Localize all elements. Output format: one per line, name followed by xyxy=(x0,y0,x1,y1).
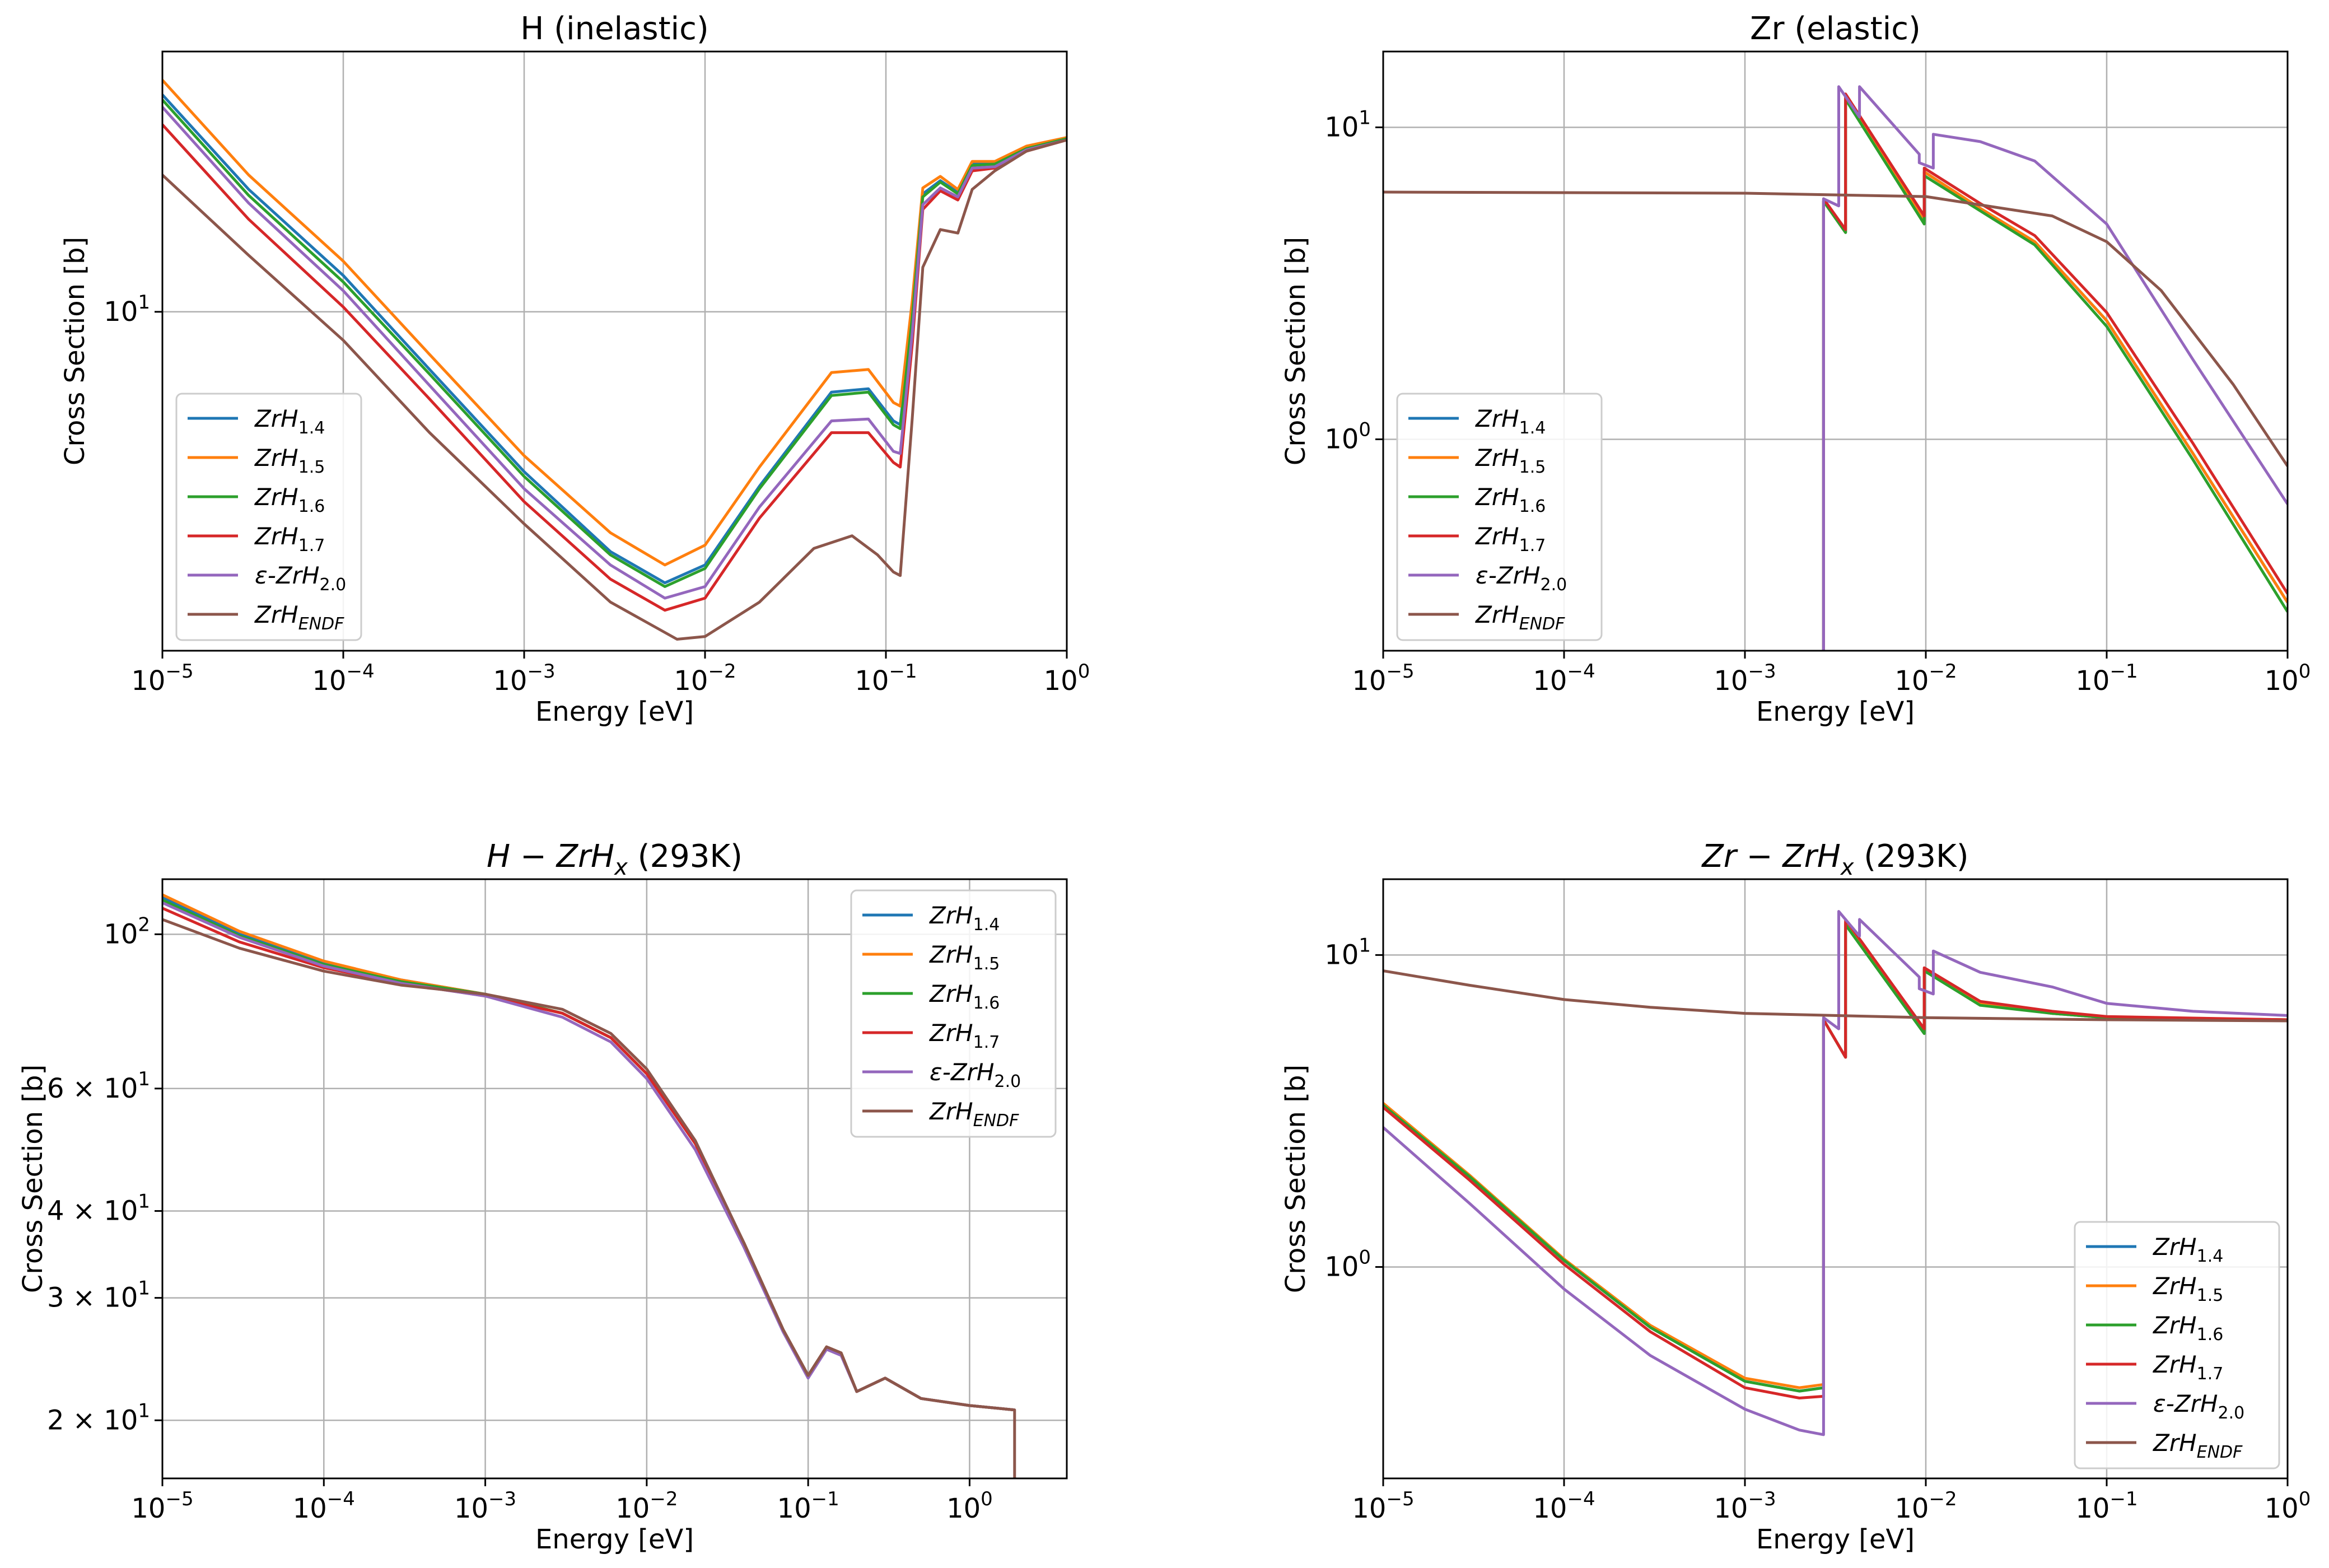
series-line-3 xyxy=(1822,97,2288,651)
series-line-5 xyxy=(162,106,1067,600)
legend-entry: ZrHENDF xyxy=(254,601,344,634)
legend-entry: ZrHENDF xyxy=(1475,601,1565,634)
legend-entry: ZrH1.4 xyxy=(2153,1233,2223,1266)
x-tick-label: 10−1 xyxy=(2075,660,2137,697)
series-line-6 xyxy=(1383,190,2288,467)
x-tick-label: 100 xyxy=(2265,660,2311,697)
x-tick-label: 10−1 xyxy=(777,1488,839,1524)
x-tick-label: 10−4 xyxy=(312,660,374,697)
series-line-4 xyxy=(1383,918,2288,1399)
x-axis-label: Energy [eV] xyxy=(1756,1524,1915,1555)
legend: ZrH1.4 ZrH1.5 ZrH1.6 ZrH1.7 ε-ZrH2.0 ZrHENDF xyxy=(2074,1221,2280,1469)
legend-entry: ZrH1.5 xyxy=(2153,1272,2223,1305)
x-tick-label: 10−4 xyxy=(293,1488,355,1524)
y-axis-label: Cross Section [b] xyxy=(59,237,91,465)
legend-entry: ZrH1.6 xyxy=(2153,1312,2223,1345)
y-tick-label: 100 xyxy=(1324,418,1371,455)
x-tick-label: 10−5 xyxy=(131,660,193,697)
chart-title: Zr − ZrHx (293K) xyxy=(1701,838,1968,880)
x-tick-label: 10−2 xyxy=(1894,660,1957,697)
series-line-6 xyxy=(1383,969,2288,1023)
legend-entry: ZrH1.4 xyxy=(1475,405,1546,438)
x-tick-label: 10−4 xyxy=(1533,660,1595,697)
y-axis-label: Cross Section [b] xyxy=(1280,1065,1311,1293)
x-tick-label: 10−3 xyxy=(1714,1488,1776,1524)
series-line-5 xyxy=(1383,910,2288,1436)
y-tick-label: 102 xyxy=(104,913,150,950)
series-line-6 xyxy=(162,918,1016,1478)
x-axis-label: Energy [eV] xyxy=(1756,696,1915,727)
axes-frame xyxy=(1382,878,2289,1480)
chart-title: Zr (elastic) xyxy=(1750,11,1921,47)
legend-entry: ε-ZrH2.0 xyxy=(1476,562,1567,595)
chart-title: H − ZrHx (293K) xyxy=(487,838,743,880)
legend: ZrH1.4 ZrH1.5 ZrH1.6 ZrH1.7 ε-ZrH2.0 ZrHENDF xyxy=(1396,393,1603,641)
y-axis-label: Cross Section [b] xyxy=(17,1065,49,1293)
y-tick-label: 100 xyxy=(1324,1246,1371,1282)
legend-entry: ZrH1.7 xyxy=(1475,522,1546,556)
legend: ZrH1.4 ZrH1.5 ZrH1.6 ZrH1.7 ε-ZrH2.0 ZrHENDF xyxy=(175,393,362,641)
axes-frame xyxy=(1382,50,2289,652)
legend-entry: ZrH1.6 xyxy=(254,483,325,516)
legend-entry: ZrHENDF xyxy=(2153,1429,2243,1462)
x-tick-label: 10−2 xyxy=(615,1488,678,1524)
legend-entry: ZrH1.7 xyxy=(929,1019,1000,1052)
legend-entry: ZrH1.7 xyxy=(2153,1351,2223,1384)
panel-1: 10−5 10−4 10−3 10−2 10−1 100 101 H (inelastic) E… xyxy=(59,11,1090,727)
legend-entry: ZrH1.5 xyxy=(1475,444,1546,477)
x-tick-label: 100 xyxy=(946,1488,993,1524)
x-tick-label: 10−5 xyxy=(1352,1488,1414,1524)
y-tick-label: 101 xyxy=(1324,934,1371,970)
x-tick-label: 10−2 xyxy=(674,660,736,697)
x-tick-label: 10−5 xyxy=(1352,660,1414,697)
series-line-4 xyxy=(1822,92,2288,651)
axes-frame xyxy=(161,878,1068,1480)
series-line-2 xyxy=(162,79,1067,567)
x-tick-label: 100 xyxy=(2265,1488,2311,1524)
legend: ZrH1.4 ZrH1.5 ZrH1.6 ZrH1.7 ε-ZrH2.0 ZrHENDF xyxy=(850,889,1057,1138)
x-tick-label: 10−3 xyxy=(493,660,555,697)
legend-entry: ZrH1.4 xyxy=(254,405,325,438)
y-tick-label: 4 × 101 xyxy=(47,1190,150,1226)
x-tick-label: 10−3 xyxy=(1714,660,1776,697)
legend-entry: ZrH1.5 xyxy=(254,444,325,477)
x-tick-label: 10−3 xyxy=(454,1488,516,1524)
y-tick-label: 101 xyxy=(104,291,150,328)
y-tick-label: 101 xyxy=(1324,106,1371,143)
x-tick-label: 10−5 xyxy=(131,1488,193,1524)
legend-entry: ZrH1.6 xyxy=(929,980,1000,1013)
x-tick-label: 10−4 xyxy=(1533,1488,1595,1524)
x-tick-label: 10−1 xyxy=(2075,1488,2137,1524)
y-tick-label: 2 × 101 xyxy=(47,1399,150,1436)
x-tick-label: 10−1 xyxy=(855,660,917,697)
panel-2: 10−5 10−4 10−3 10−2 10−1 100 100 101 Zr (elastic… xyxy=(1280,11,2311,727)
legend-entry: ZrH1.5 xyxy=(929,941,1000,974)
legend-entry: ZrH1.4 xyxy=(929,902,1000,935)
legend-entry: ZrHENDF xyxy=(929,1098,1019,1131)
y-tick-label: 6 × 101 xyxy=(47,1068,150,1104)
axes-frame xyxy=(161,50,1068,652)
series-line-5 xyxy=(1822,85,2288,651)
panel-4: 10−5 10−4 10−3 10−2 10−1 100 100 101 Zr − ZrHx (… xyxy=(1280,838,2311,1555)
legend-entry: ε-ZrH2.0 xyxy=(930,1058,1021,1091)
chart-title: H (inelastic) xyxy=(520,11,708,47)
x-tick-label: 10−2 xyxy=(1894,1488,1957,1524)
legend-entry: ZrH1.6 xyxy=(1475,483,1546,516)
series-line-6 xyxy=(162,138,1067,641)
legend-entry: ε-ZrH2.0 xyxy=(2153,1390,2244,1423)
x-tick-label: 100 xyxy=(1044,660,1090,697)
x-axis-label: Energy [eV] xyxy=(535,696,694,727)
legend-entry: ε-ZrH2.0 xyxy=(255,562,346,595)
y-tick-label: 3 × 101 xyxy=(47,1277,150,1314)
x-axis-label: Energy [eV] xyxy=(535,1524,694,1555)
y-axis-label: Cross Section [b] xyxy=(1280,237,1311,465)
panel-3: 10−5 10−4 10−3 10−2 10−1 100 2 × 101 3 × 101 4 ×… xyxy=(17,838,1068,1555)
legend-entry: ZrH1.7 xyxy=(254,522,325,556)
